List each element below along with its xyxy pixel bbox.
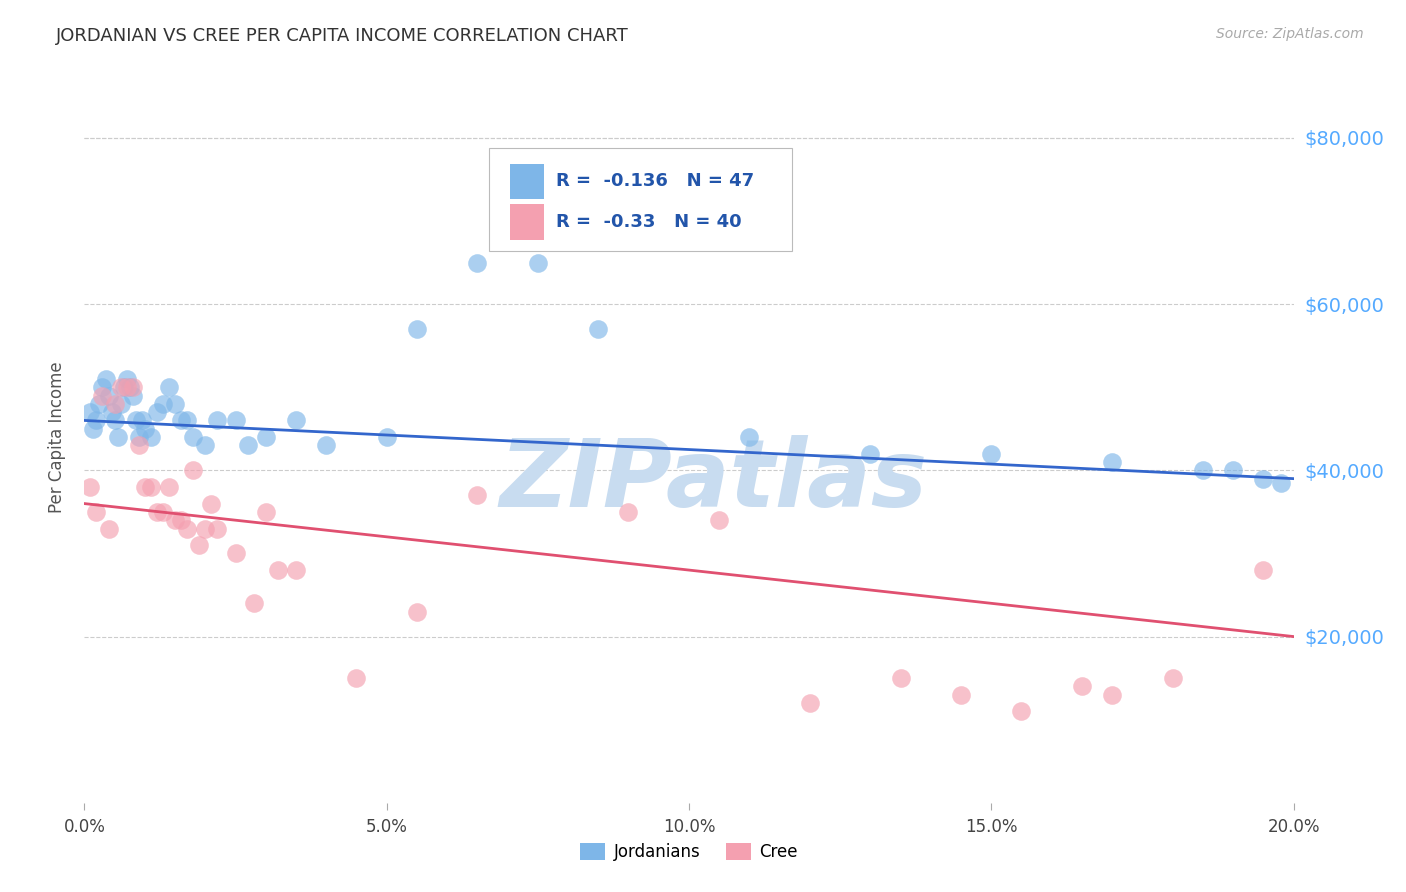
Point — [950, 688, 973, 702]
Point — [207, 413, 229, 427]
Bar — [510, 164, 544, 200]
Point — [242, 596, 264, 610]
Point — [115, 372, 138, 386]
Point — [125, 413, 148, 427]
Point — [980, 447, 1002, 461]
Point — [97, 388, 120, 402]
Point — [118, 380, 141, 394]
Point — [181, 463, 204, 477]
Point — [131, 413, 153, 427]
Point — [1011, 705, 1033, 719]
Point — [79, 405, 101, 419]
Bar — [510, 204, 544, 240]
Point — [1161, 671, 1184, 685]
Point — [170, 513, 193, 527]
Point — [527, 255, 550, 269]
Point — [91, 388, 114, 402]
Point — [86, 505, 108, 519]
Point — [157, 380, 180, 394]
Point — [467, 255, 489, 269]
Point — [194, 521, 217, 535]
Point — [225, 413, 247, 427]
Point — [1253, 472, 1275, 486]
Point — [121, 388, 143, 402]
Point — [110, 397, 132, 411]
Point — [112, 380, 135, 394]
Point — [176, 521, 198, 535]
Point — [181, 430, 204, 444]
Legend: Jordanians, Cree: Jordanians, Cree — [574, 836, 804, 868]
Point — [709, 513, 731, 527]
Point — [86, 413, 108, 427]
Point — [176, 413, 198, 427]
FancyBboxPatch shape — [489, 148, 792, 251]
Point — [110, 380, 132, 394]
Text: R =  -0.33   N = 40: R = -0.33 N = 40 — [555, 213, 741, 231]
Point — [1270, 475, 1292, 490]
Point — [1101, 688, 1123, 702]
Point — [194, 438, 217, 452]
Text: JORDANIAN VS CREE PER CAPITA INCOME CORRELATION CHART: JORDANIAN VS CREE PER CAPITA INCOME CORR… — [56, 27, 628, 45]
Point — [188, 538, 211, 552]
Point — [285, 563, 308, 577]
Point — [254, 505, 277, 519]
Point — [1222, 463, 1244, 477]
Point — [799, 696, 821, 710]
Point — [467, 488, 489, 502]
Point — [104, 397, 127, 411]
Point — [207, 521, 229, 535]
Text: R =  -0.136   N = 47: R = -0.136 N = 47 — [555, 172, 754, 190]
Point — [152, 505, 174, 519]
Point — [134, 480, 156, 494]
Point — [225, 546, 247, 560]
Point — [1192, 463, 1215, 477]
Point — [170, 413, 193, 427]
Point — [200, 497, 222, 511]
Point — [107, 430, 129, 444]
Point — [346, 671, 368, 685]
Point — [82, 422, 104, 436]
Point — [134, 422, 156, 436]
Point — [128, 438, 150, 452]
Point — [617, 505, 640, 519]
Point — [267, 563, 290, 577]
Point — [157, 480, 180, 494]
Point — [1253, 563, 1275, 577]
Point — [91, 380, 114, 394]
Point — [315, 438, 337, 452]
Point — [152, 397, 174, 411]
Point — [121, 380, 143, 394]
Point — [100, 405, 122, 419]
Point — [859, 447, 882, 461]
Point — [97, 521, 120, 535]
Point — [146, 405, 169, 419]
Text: ZIPatlas: ZIPatlas — [499, 435, 927, 527]
Point — [165, 397, 187, 411]
Point — [94, 372, 117, 386]
Point — [738, 430, 761, 444]
Point — [89, 397, 111, 411]
Point — [139, 480, 162, 494]
Point — [588, 322, 610, 336]
Point — [406, 605, 429, 619]
Point — [139, 430, 162, 444]
Point — [1071, 680, 1094, 694]
Point — [285, 413, 308, 427]
Point — [375, 430, 398, 444]
Text: Source: ZipAtlas.com: Source: ZipAtlas.com — [1216, 27, 1364, 41]
Point — [115, 380, 138, 394]
Point — [254, 430, 277, 444]
Point — [79, 480, 101, 494]
Point — [1101, 455, 1123, 469]
Point — [104, 413, 127, 427]
Point — [128, 430, 150, 444]
Point — [146, 505, 169, 519]
Y-axis label: Per Capita Income: Per Capita Income — [48, 361, 66, 513]
Point — [165, 513, 187, 527]
Point — [236, 438, 259, 452]
Point — [406, 322, 429, 336]
Point — [890, 671, 912, 685]
